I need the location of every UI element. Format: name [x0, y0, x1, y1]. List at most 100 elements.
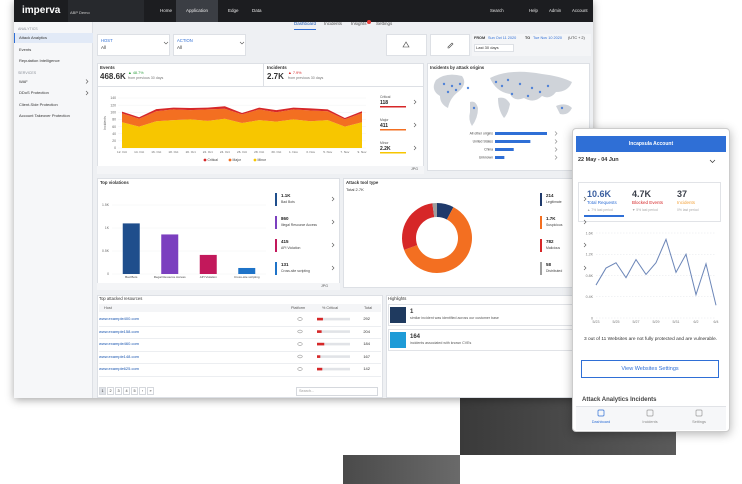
- row-total: 167: [363, 353, 370, 359]
- page-number[interactable]: »: [149, 388, 152, 393]
- sidebar-item[interactable]: WAF: [19, 78, 28, 84]
- host-filter[interactable]: [97, 34, 170, 56]
- phone-button[interactable]: [581, 360, 719, 378]
- stats-card: [578, 182, 721, 222]
- export-bar: [97, 166, 424, 174]
- export-button[interactable]: JPG: [411, 167, 418, 171]
- top-action[interactable]: Help: [529, 8, 538, 13]
- tab-badge: [367, 19, 371, 24]
- top-action[interactable]: Admin: [549, 8, 562, 13]
- host-link[interactable]: www.example460.com: [99, 341, 140, 346]
- nav-tab[interactable]: Incidents: [642, 420, 658, 424]
- export-button[interactable]: JPG: [321, 284, 328, 288]
- page-number[interactable]: 5: [133, 388, 136, 393]
- column-header[interactable]: % Critical: [322, 305, 339, 310]
- tab[interactable]: Incidents: [324, 21, 343, 26]
- table-row: [99, 364, 381, 377]
- nav-tab[interactable]: Settings: [692, 420, 706, 424]
- section-title: Attack Analytics Incidents: [582, 397, 657, 403]
- host-link[interactable]: www.example158.com: [99, 328, 140, 334]
- page-number[interactable]: 2: [109, 388, 112, 393]
- tab[interactable]: Dashboard: [294, 21, 317, 26]
- events-card: [97, 63, 264, 87]
- sidebar-item[interactable]: DDoS Protection: [19, 90, 49, 95]
- row-total: 204: [363, 328, 370, 334]
- page-number[interactable]: ›: [141, 388, 144, 393]
- stat-value: 10.6K: [587, 189, 612, 199]
- edit-button[interactable]: [430, 34, 470, 56]
- highlight-value: 164: [410, 334, 421, 340]
- host-link[interactable]: www.example148.com: [99, 353, 140, 359]
- phone-nav: [576, 406, 726, 430]
- highlight-card: [388, 304, 588, 326]
- column-header[interactable]: Total: [364, 305, 373, 310]
- page-button[interactable]: [147, 387, 154, 395]
- sidebar-item[interactable]: Events: [19, 46, 32, 52]
- page-button[interactable]: [139, 387, 146, 395]
- nav-item[interactable]: Data: [252, 8, 262, 13]
- top-bar: [14, 0, 593, 22]
- violations-panel: [97, 178, 340, 288]
- page-number[interactable]: 1: [101, 388, 104, 393]
- host-link[interactable]: www.example400.com: [99, 316, 140, 321]
- active-nav: [176, 0, 218, 22]
- incidents-card: [264, 63, 424, 87]
- stat-selected: [584, 215, 624, 217]
- card-note: from previous 30 days: [288, 76, 324, 80]
- nav-item[interactable]: Application: [186, 8, 209, 13]
- stat-note: 0% last period: [677, 208, 699, 212]
- alert-button[interactable]: [386, 34, 427, 56]
- page-button[interactable]: [99, 387, 106, 395]
- top-action[interactable]: Account: [572, 8, 588, 13]
- column-header[interactable]: Platform: [291, 305, 306, 310]
- phone-message: 3 out of 11 Websites are not fully prote…: [584, 337, 718, 342]
- page-number[interactable]: 3: [117, 388, 120, 393]
- sidebar-item[interactable]: Attack Analytics: [19, 35, 48, 40]
- column-header[interactable]: Host: [104, 305, 112, 310]
- sidebar-item[interactable]: Account Takeover Protection: [19, 113, 70, 118]
- page-button[interactable]: [115, 387, 122, 395]
- stat-value: 4.7K: [632, 189, 652, 199]
- filter-value: All: [177, 45, 183, 50]
- top-action[interactable]: Search: [490, 8, 504, 13]
- page-button[interactable]: [107, 387, 114, 395]
- date-value: Sun Oct 11 2020: [488, 36, 517, 40]
- filter-label: HOST: [101, 38, 113, 43]
- sidebar-item[interactable]: Reputation Intelligence: [19, 58, 60, 63]
- table-row: [99, 352, 381, 364]
- highlight-value: 1: [410, 309, 414, 315]
- panel-title: Top attacked resources: [99, 296, 143, 301]
- row-total: 292: [363, 316, 370, 321]
- range-select[interactable]: [474, 44, 514, 52]
- stat-value: 37: [677, 189, 688, 199]
- date-range[interactable]: 22 May - 04 Jun: [578, 157, 619, 163]
- button-label[interactable]: View Websites Settings: [621, 365, 679, 372]
- table-header: [99, 304, 381, 312]
- tab[interactable]: Insights: [351, 21, 367, 26]
- export-bar: [97, 283, 340, 290]
- sidebar-section: ANALYTICS: [18, 27, 38, 31]
- nav-tab[interactable]: Dashboard: [591, 420, 611, 424]
- tab-underline: [294, 28, 316, 30]
- highlight-card: [388, 329, 588, 351]
- nav-item[interactable]: Home: [160, 8, 173, 13]
- page-button[interactable]: [123, 387, 130, 395]
- search-box[interactable]: [296, 387, 378, 396]
- action-filter[interactable]: [173, 34, 246, 56]
- stat-label: Incidents: [677, 200, 696, 205]
- host-link[interactable]: www.example625.com: [99, 366, 140, 371]
- sidebar: [14, 22, 93, 398]
- stat-note: ▼ 5% last period: [632, 208, 658, 212]
- highlight-icon: [390, 332, 406, 348]
- account-name[interactable]: ABP Demo: [70, 10, 90, 15]
- tab[interactable]: Settings: [376, 21, 393, 26]
- logo: imperva: [22, 5, 61, 16]
- page-number[interactable]: 4: [125, 388, 128, 393]
- sidebar-item[interactable]: Client-Side Protection: [19, 101, 58, 107]
- row-total: 142: [363, 366, 370, 371]
- active-item: [14, 33, 93, 43]
- page-button[interactable]: [131, 387, 138, 395]
- account-selector[interactable]: [68, 0, 144, 22]
- filter-value: All: [101, 45, 107, 50]
- nav-item[interactable]: Edge: [228, 8, 239, 13]
